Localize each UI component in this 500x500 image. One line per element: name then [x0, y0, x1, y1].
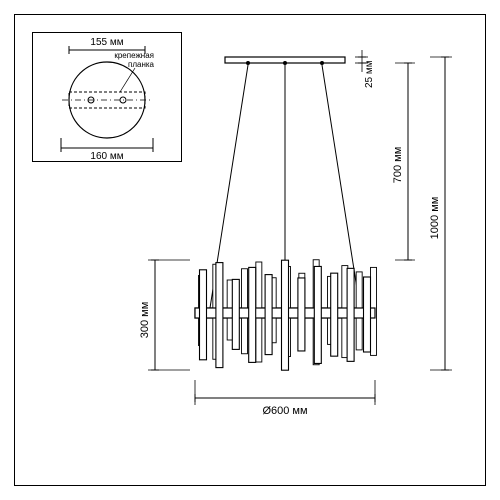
rod-front: [265, 275, 272, 355]
rod-front: [298, 278, 305, 351]
inset-sub-label-2: планка: [128, 60, 155, 69]
inset-detail: 155 мм крепежная планка 160 мм: [61, 37, 155, 162]
inset-bottom-label: 160 мм: [90, 151, 123, 162]
rod-front: [282, 260, 289, 370]
fixture-width-label: Ø600 мм: [262, 405, 307, 417]
rod-front: [232, 279, 239, 349]
inset-top-label: 155 мм: [90, 37, 123, 48]
rod-front: [216, 263, 223, 368]
inset-sub-label-1: крепежная: [114, 51, 154, 60]
diagram-svg: 155 мм крепежная планка 160 мм: [0, 0, 500, 500]
main-fixture: 25 мм 300 мм 700 мм 1000 мм: [139, 50, 452, 417]
fixture-height-label: 300 мм: [139, 302, 151, 339]
rod-front: [314, 266, 321, 363]
rod-front: [347, 268, 354, 361]
cable-drop-label: 700 мм: [392, 147, 404, 184]
plate-thickness-label: 25 мм: [364, 60, 375, 88]
rod-front: [249, 267, 256, 362]
total-height-label: 1000 мм: [429, 197, 441, 240]
rod-front: [364, 277, 371, 352]
rod-front: [331, 273, 338, 356]
rod-front: [200, 270, 207, 360]
